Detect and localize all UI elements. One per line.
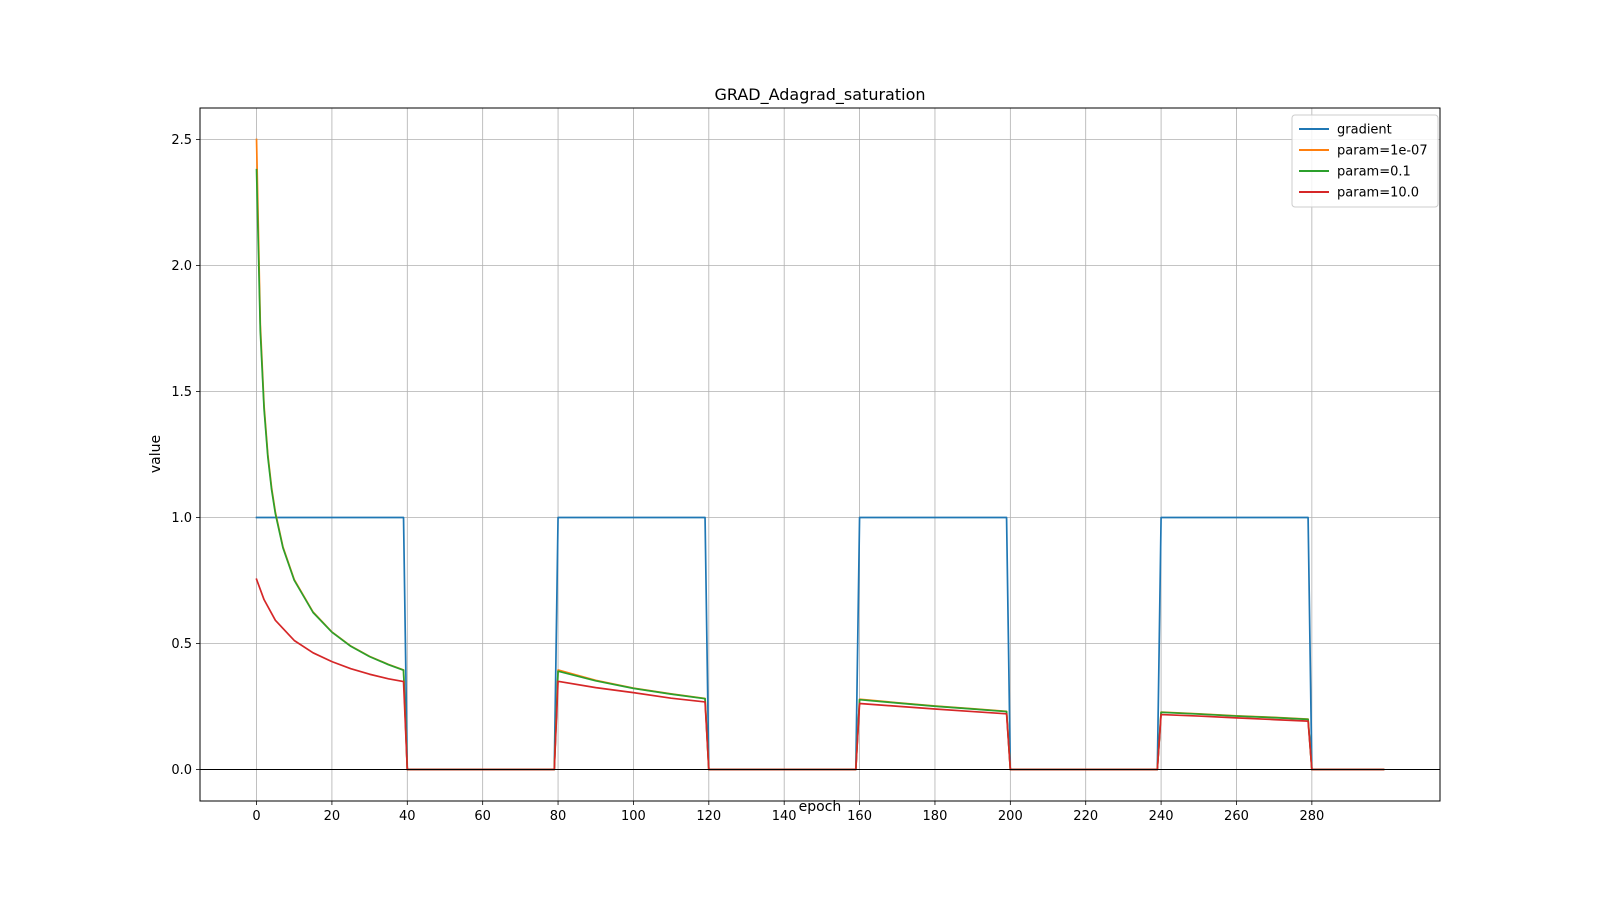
y-tick-label: 2.5 [171,133,192,148]
x-tick-label: 40 [399,809,416,824]
legend-label: param=1e-07 [1337,144,1428,159]
y-axis-label: value [148,435,164,473]
x-tick-label: 160 [847,809,872,824]
x-tick-label: 200 [998,809,1023,824]
axes [199,107,1441,802]
x-tick-label: 220 [1073,809,1098,824]
series-line-2 [255,168,1385,771]
legend-box [1291,114,1439,208]
x-tick-label: 260 [1224,809,1249,824]
y-tick-label: 0.0 [171,763,192,778]
series-line-3 [255,578,1385,771]
plot-frame [199,107,1441,802]
legend-label: gradient [1337,123,1392,138]
grid [200,108,1440,801]
legend-label: param=0.1 [1337,165,1411,180]
x-axis-label: epoch [799,799,842,815]
chart-title: GRAD_Adagrad_saturation [714,85,925,105]
x-tick-label: 140 [772,809,797,824]
x-tick-label: 100 [621,809,646,824]
x-tick-label: 60 [474,809,491,824]
x-tick-label: 280 [1299,809,1324,824]
x-tick-label: 240 [1149,809,1174,824]
legend: gradient param=1e-07 param=0.1 param=10.0 [1291,114,1439,208]
x-tick-label: 0 [252,809,260,824]
y-tick-label: 1.0 [171,511,192,526]
x-tick-label: 120 [696,809,721,824]
legend-label: param=10.0 [1337,186,1419,201]
y-tick-label: 1.5 [171,385,192,400]
x-tick-label: 80 [550,809,567,824]
ticks: 0 20 40 60 80 100 120 140 160 180 200 220 240 260 280 0… [171,133,1324,824]
x-tick-label: 20 [324,809,341,824]
y-tick-label: 2.0 [171,259,192,274]
y-tick-label: 0.5 [171,637,192,652]
x-tick-label: 180 [923,809,948,824]
